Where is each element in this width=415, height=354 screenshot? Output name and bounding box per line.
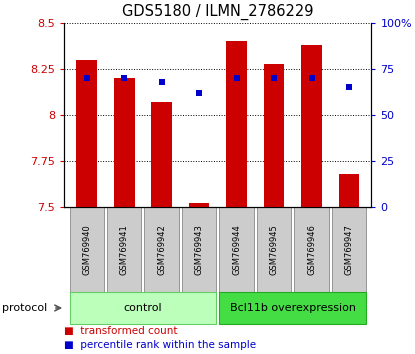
- Point: [271, 75, 277, 81]
- Text: GSM769940: GSM769940: [82, 224, 91, 275]
- Bar: [220, 292, 366, 324]
- Text: GSM769946: GSM769946: [307, 224, 316, 275]
- Bar: [70, 292, 216, 324]
- Text: ■  transformed count: ■ transformed count: [64, 326, 178, 336]
- Bar: [144, 207, 179, 292]
- Bar: [301, 45, 322, 207]
- Bar: [151, 102, 172, 207]
- Text: GSM769942: GSM769942: [157, 224, 166, 275]
- Bar: [257, 207, 291, 292]
- Point: [121, 75, 127, 81]
- Bar: [332, 207, 366, 292]
- Point: [308, 75, 315, 81]
- Text: GSM769947: GSM769947: [344, 224, 354, 275]
- Point: [159, 79, 165, 85]
- Text: GSM769945: GSM769945: [270, 224, 278, 275]
- Text: protocol: protocol: [2, 303, 47, 313]
- Bar: [70, 207, 104, 292]
- Point: [83, 75, 90, 81]
- Text: GSM769943: GSM769943: [195, 224, 204, 275]
- Point: [233, 75, 240, 81]
- Bar: [294, 207, 329, 292]
- Bar: [264, 63, 284, 207]
- Bar: [114, 78, 134, 207]
- Text: GSM769944: GSM769944: [232, 224, 241, 275]
- Text: ■  percentile rank within the sample: ■ percentile rank within the sample: [64, 340, 256, 350]
- Bar: [339, 174, 359, 207]
- Bar: [189, 204, 210, 207]
- Bar: [226, 41, 247, 207]
- Text: Bcl11b overexpression: Bcl11b overexpression: [230, 303, 356, 313]
- Point: [196, 90, 203, 96]
- Bar: [182, 207, 216, 292]
- Title: GDS5180 / ILMN_2786229: GDS5180 / ILMN_2786229: [122, 4, 314, 20]
- Bar: [107, 207, 142, 292]
- Text: control: control: [124, 303, 162, 313]
- Bar: [220, 207, 254, 292]
- Text: GSM769941: GSM769941: [120, 224, 129, 275]
- Point: [346, 85, 352, 90]
- Bar: [76, 60, 97, 207]
